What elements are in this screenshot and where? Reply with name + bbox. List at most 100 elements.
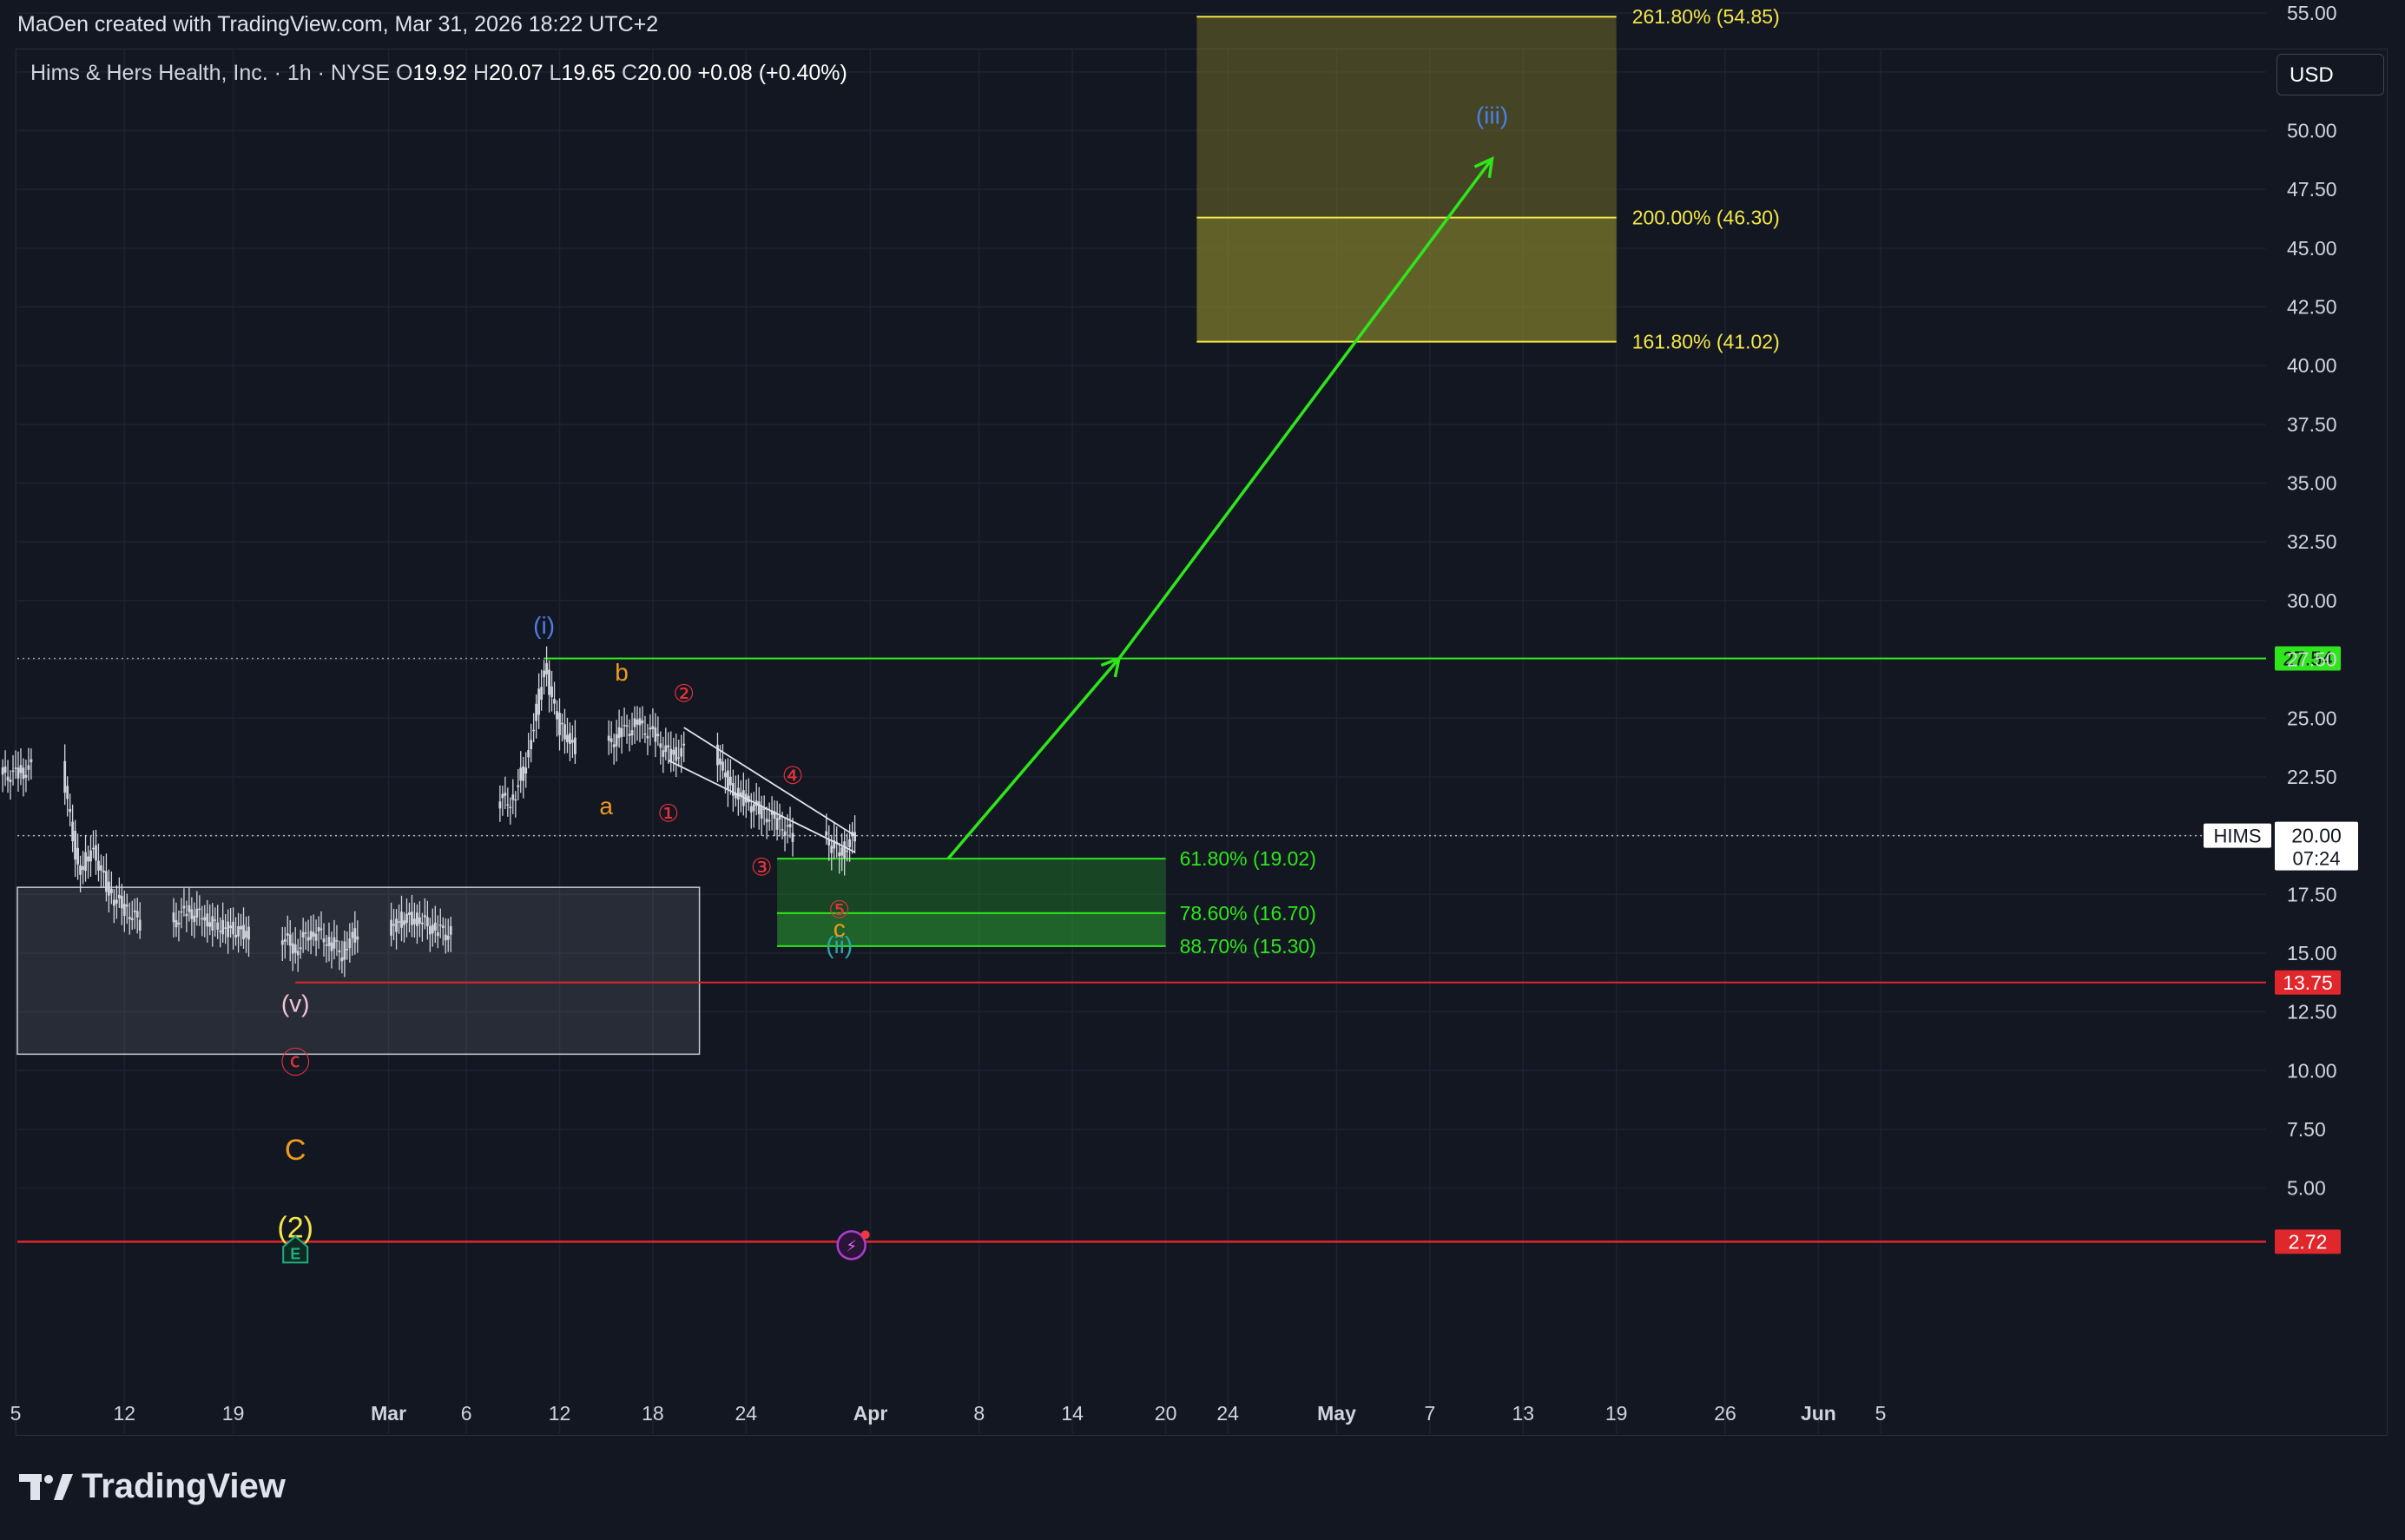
candle-body — [340, 957, 344, 962]
x-tick-label: 5 — [1875, 1402, 1887, 1425]
candle-body — [757, 801, 761, 814]
fib-target-label: 200.00% (46.30) — [1632, 207, 1780, 229]
candle-body — [288, 934, 292, 946]
candle-body — [408, 912, 411, 915]
candle-body — [667, 745, 670, 748]
candle-body — [615, 734, 618, 747]
candle-body — [675, 747, 678, 761]
y-tick-label: 32.50 — [2287, 530, 2337, 553]
candle-body — [825, 831, 828, 836]
candle-body — [722, 761, 724, 771]
candle-body — [109, 888, 113, 893]
candle-body — [130, 918, 134, 920]
wave-label: (iii) — [1476, 102, 1508, 128]
x-tick-label: 24 — [735, 1402, 758, 1425]
candle-body — [677, 757, 681, 759]
candle-body — [540, 687, 544, 701]
candle-body — [172, 912, 175, 923]
candle-body — [95, 845, 97, 861]
candle-body — [232, 921, 234, 935]
candle-body — [309, 931, 313, 940]
y-tick-label: 42.50 — [2287, 296, 2337, 319]
tradingview-logo-text: TradingView — [82, 1467, 286, 1505]
wave-label: ⑤ — [828, 896, 850, 923]
y-tick-label: 22.50 — [2287, 766, 2337, 788]
candle-body — [395, 918, 398, 932]
candle-body — [117, 894, 121, 898]
candle-body — [333, 937, 336, 949]
x-tick-label: 18 — [642, 1402, 664, 1425]
candle-body — [245, 931, 247, 938]
candle-body — [92, 847, 95, 850]
candle-body — [563, 724, 566, 740]
event-icon — [836, 1230, 866, 1260]
earnings-icon — [282, 1235, 309, 1264]
candle-body — [770, 810, 774, 815]
candle-body — [532, 729, 536, 732]
currency-button[interactable]: USD — [2277, 54, 2384, 95]
candle-body — [682, 743, 686, 746]
wave-label: (v) — [281, 990, 310, 1017]
x-tick-label: 6 — [461, 1402, 472, 1425]
candle-body — [203, 917, 207, 921]
candle-body — [325, 944, 328, 946]
candle-body — [24, 774, 28, 778]
candle-body — [762, 808, 766, 810]
candle-body — [609, 738, 613, 743]
candle-body — [175, 919, 178, 928]
candle-body — [498, 801, 502, 809]
candle-body — [320, 928, 323, 931]
candle-body — [237, 925, 240, 937]
x-tick-label: 7 — [1425, 1402, 1436, 1425]
candle-body — [848, 839, 852, 847]
candle-body — [242, 925, 245, 939]
wave-label: ③ — [751, 854, 773, 881]
candle-body — [765, 819, 768, 823]
change-value: +0.08 (+0.40%) — [697, 61, 847, 85]
candle-body — [195, 908, 199, 918]
candle-body — [830, 846, 834, 853]
last-price-label: 20.00 — [2291, 825, 2342, 847]
candle-body — [449, 925, 452, 935]
symbol-badge — [2204, 823, 2271, 848]
y-tick-label: 55.00 — [2287, 2, 2337, 24]
candle-body — [420, 922, 424, 925]
symbol-name: Hims & Hers Health, Inc. · 1h · NYSE — [30, 61, 391, 85]
candle-body — [643, 733, 647, 735]
candle-body — [234, 934, 237, 938]
candle-body — [760, 806, 763, 819]
candle-body — [120, 896, 123, 909]
x-tick-label: Apr — [853, 1402, 888, 1425]
open-label: O — [395, 61, 413, 85]
candle-body — [296, 951, 300, 956]
projection-arrow-head — [1473, 156, 1494, 179]
consolidation-box — [16, 886, 701, 1056]
price-line-badge — [2275, 646, 2341, 671]
projection-arrow-line — [946, 657, 1121, 860]
wedge-upper-line — [683, 727, 856, 837]
candle-body — [14, 767, 17, 769]
candle-body — [649, 727, 652, 730]
candle-body — [548, 669, 550, 695]
candle-body — [656, 734, 660, 737]
candle-body — [128, 917, 131, 920]
y-tick-label: 37.50 — [2287, 413, 2337, 436]
candles — [1, 646, 856, 977]
fib-retracement-label: 88.70% (15.30) — [1180, 935, 1316, 958]
candle-body — [115, 899, 118, 904]
candle-body — [623, 724, 626, 727]
fib-target-label: 161.80% (41.02) — [1632, 331, 1780, 353]
x-tick-label: Jun — [1801, 1402, 1836, 1425]
candle-body — [413, 918, 416, 925]
wave-label: ① — [657, 800, 679, 826]
candle-body — [662, 750, 665, 757]
wedge-lower-line — [668, 760, 855, 853]
high-value: 20.07 — [489, 61, 544, 85]
tradingview-logo[interactable]: TradingView — [19, 1467, 286, 1506]
x-tick-label: 14 — [1061, 1402, 1084, 1425]
candle-body — [853, 832, 856, 842]
candle-body — [773, 811, 776, 819]
close-label: C — [621, 61, 637, 85]
candle-body — [97, 860, 100, 871]
